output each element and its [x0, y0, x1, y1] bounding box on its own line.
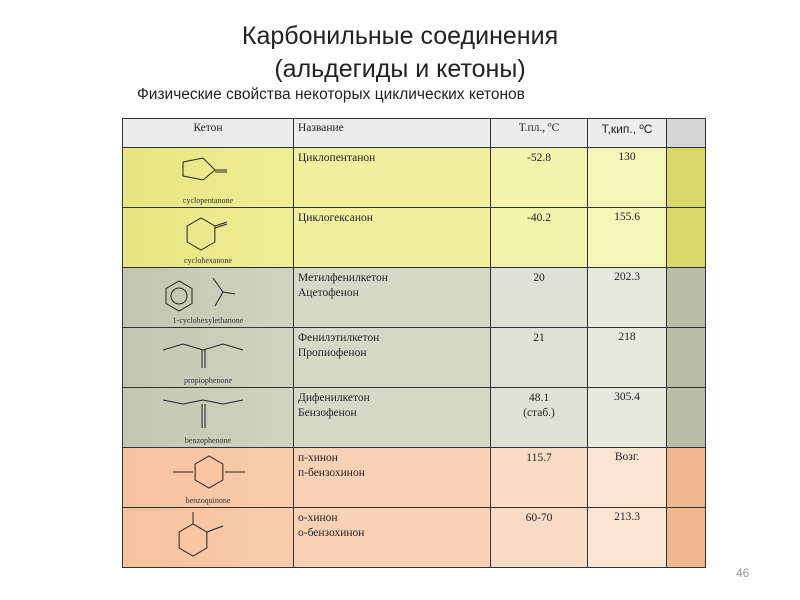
table-row: benzophenone Дифенилкетон Бензофенон 48.1 (с… [122, 387, 706, 448]
table-row: 1-cyclohexylethanone Метилфенилкетон Ацето… [122, 267, 706, 328]
melting-point-cell: 60-70 [490, 507, 588, 568]
compound-name: о-хинон [298, 512, 338, 524]
table-row: cyclopentanone Циклопентанон -52.8 130 [122, 147, 706, 208]
table-row: propiophenone Фенилэтилкетон Пропиофенон 21… [122, 327, 706, 388]
melting-point-cell: 48.1 (стаб.) [490, 387, 588, 448]
melting-point-cell: 20 [490, 267, 588, 328]
structure-cell [122, 507, 294, 568]
name-cell: п-хинон п-бензохинон [293, 447, 491, 508]
title: Карбонильные соединения [241, 22, 559, 50]
empty-cell [666, 447, 706, 508]
table-row: о-хинон о-бензохинон 60-70 213.3 [122, 507, 706, 568]
empty-cell [666, 507, 706, 568]
compound-name: Пропиофенон [298, 347, 367, 359]
title: (альдегиды и кетоны) [274, 55, 526, 83]
melting-point: 20 [533, 272, 545, 284]
empty-cell [666, 387, 706, 448]
structure-drawing [173, 455, 245, 489]
name-cell: Дифенилкетон Бензофенон [293, 387, 491, 448]
column-header: Т,кип., ºС [587, 118, 667, 148]
compound-name: Фенилэтилкетон [298, 332, 380, 344]
compound-name: п-бензохинон [298, 467, 365, 479]
structure-drawing [162, 343, 244, 368]
structure-drawing [182, 157, 227, 181]
compound-name: Ацетофенон [298, 287, 359, 299]
structure-label: propiophenone [184, 376, 232, 385]
empty-cell [666, 118, 706, 148]
table-row: cyclohexanone Циклогексанон -40.2 155.6 [122, 207, 706, 268]
melting-point: -40.2 [527, 212, 551, 224]
empty-cell [666, 327, 706, 388]
structure-cell: 1-cyclohexylethanone [122, 267, 294, 328]
compound-name: п-хинон [298, 452, 338, 464]
structure-drawing [186, 217, 228, 251]
structure-label: cyclopentanone [182, 196, 234, 205]
empty-cell [666, 267, 706, 328]
melting-point-cell: -52.8 [490, 147, 588, 208]
structure-label: benzophenone [184, 436, 232, 445]
column-header: Название [293, 118, 491, 148]
name-cell: Метилфенилкетон Ацетофенон [293, 267, 491, 328]
melting-point-cell: 115.7 [490, 447, 588, 508]
header-row: Кетон Название Т.пл., ºС Т,кип., ºС [122, 118, 706, 148]
melting-point: 60-70 [525, 512, 553, 524]
boiling-point: 130 [587, 147, 667, 208]
structure-cell: propiophenone [122, 327, 294, 388]
compound-name: о-бензохинон [298, 527, 365, 539]
structure-label: cyclohexanone [184, 256, 232, 265]
boiling-point: 213.3 [587, 507, 667, 568]
structure-label: 1-cyclohexylethanone [172, 316, 244, 325]
structure-cell: cyclohexanone [122, 207, 294, 268]
structure-drawing [178, 512, 224, 557]
melting-point: (стаб.) [523, 407, 555, 419]
boiling-point: 202.3 [587, 267, 667, 328]
page-number: 46 [736, 566, 750, 580]
column-header: Кетон [122, 118, 294, 148]
compound-name: Бензофенон [298, 407, 357, 419]
structure-drawing [165, 277, 236, 312]
melting-point: 115.7 [526, 452, 552, 464]
melting-point-cell: 21 [490, 327, 588, 388]
boiling-point: 218 [587, 327, 667, 388]
empty-cell [666, 207, 706, 268]
melting-point-cell: -40.2 [490, 207, 588, 268]
boiling-point: 155.6 [587, 207, 667, 268]
compound-name: Дифенилкетон [298, 392, 370, 404]
name-cell: Циклогексанон [293, 207, 491, 268]
boiling-point: Возг. [587, 447, 667, 508]
name-cell: о-хинон о-бензохинон [293, 507, 491, 568]
structure-drawing [162, 399, 244, 428]
data-table: Кетон Название Т.пл., ºС Т,кип., ºС cycl… [122, 118, 706, 568]
structure-cell: benzophenone [122, 387, 294, 448]
column-header: Т.пл., ºС [490, 118, 588, 148]
table-row: benzoquinone п-хинон п-бензохинон 115.7 Возг… [122, 447, 706, 508]
melting-point: 48.1 [528, 392, 550, 404]
compound-name: Циклопентанон [298, 152, 376, 164]
compound-name: Метилфенилкетон [298, 272, 388, 284]
boiling-point: 305.4 [587, 387, 667, 448]
melting-point: 21 [533, 332, 545, 344]
name-cell: Фенилэтилкетон Пропиофенон [293, 327, 491, 388]
name-cell: Циклопентанон [293, 147, 491, 208]
subtitle: Физические свойства некоторых циклически… [137, 86, 525, 103]
structure-label: benzoquinone [185, 496, 231, 505]
structure-cell: benzoquinone [122, 447, 294, 508]
structure-cell: cyclopentanone [122, 147, 294, 208]
melting-point: -52.8 [527, 152, 551, 164]
compound-name: Циклогексанон [298, 212, 373, 224]
empty-cell [666, 147, 706, 208]
